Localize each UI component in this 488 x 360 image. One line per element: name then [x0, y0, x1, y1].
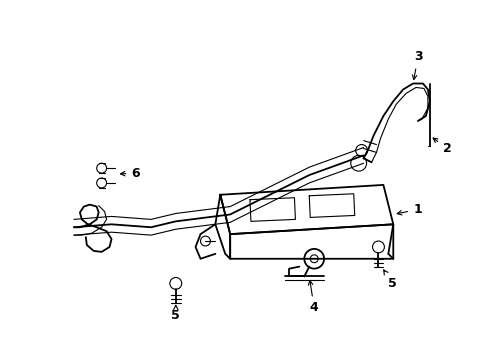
Text: 5: 5	[171, 305, 180, 322]
Text: 2: 2	[432, 138, 450, 155]
Text: 3: 3	[411, 50, 422, 80]
Text: 5: 5	[383, 270, 396, 290]
Text: 6: 6	[120, 167, 140, 180]
Text: 4: 4	[308, 280, 318, 315]
Text: 1: 1	[396, 203, 421, 216]
Circle shape	[309, 255, 318, 263]
